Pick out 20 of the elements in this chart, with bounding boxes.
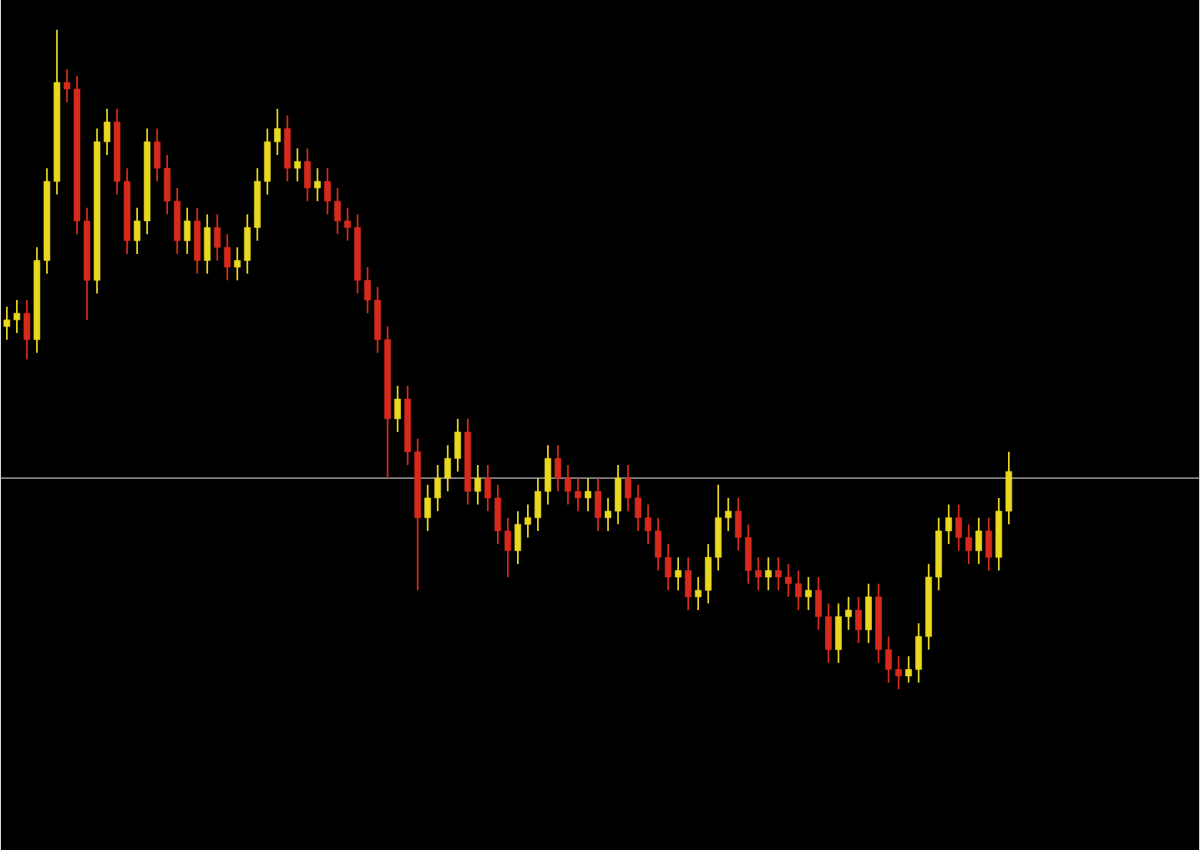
candlestick [314, 166, 321, 202]
candlestick [765, 556, 772, 591]
candlestick [23, 298, 31, 360]
candlestick [183, 206, 191, 255]
candlestick [805, 575, 812, 611]
candlestick [294, 147, 301, 182]
candlestick [594, 476, 602, 532]
candlestick [684, 556, 692, 611]
candlestick [203, 213, 211, 275]
candlestick [674, 556, 682, 591]
candlestick [284, 114, 291, 182]
candlestick [394, 384, 401, 433]
candlestick [193, 206, 201, 275]
candlestick [584, 476, 592, 512]
candlestick [474, 463, 482, 505]
candlestick [304, 147, 311, 202]
candlestick [865, 582, 872, 644]
candlestick [975, 516, 983, 565]
candlestick [985, 516, 993, 571]
candlestick [855, 595, 862, 644]
